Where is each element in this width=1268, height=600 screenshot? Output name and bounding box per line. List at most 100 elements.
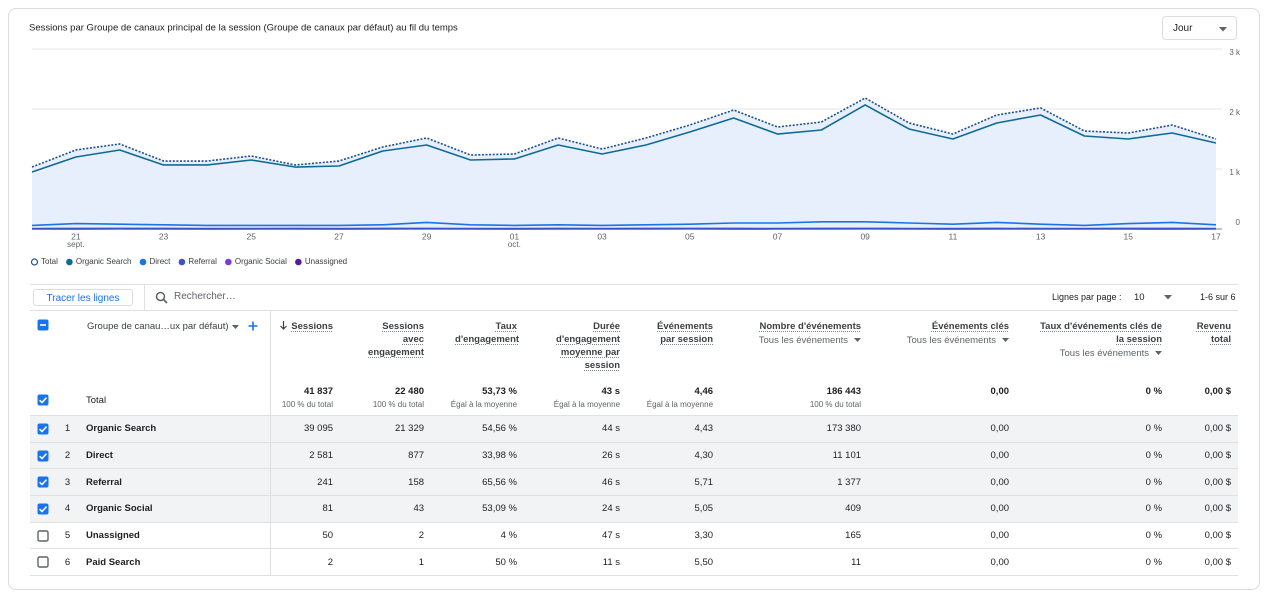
metric-cell: 241	[317, 476, 334, 488]
column-header-label-wrap: Événements clés	[868, 320, 1009, 333]
metric-cell: 5,05	[694, 503, 714, 515]
legend-item[interactable]: Unassigned	[295, 257, 347, 266]
table-row: 2 Direct 2 581 877 33,98 % 26 s 4,30 11 101 0,00…	[30, 442, 1239, 469]
column-filter[interactable]: Tous les événements	[720, 334, 862, 347]
column-header[interactable]: Événements clés Tous les événements	[868, 310, 1017, 386]
checkbox[interactable]	[36, 529, 49, 542]
metric-cell: 0 %	[1145, 530, 1163, 542]
metric-cell: 0,00 $	[1204, 556, 1232, 568]
checkbox[interactable]	[36, 556, 49, 568]
granularity-value: Jour	[1173, 23, 1193, 34]
rows-per-page-label: Lignes par page :	[1052, 292, 1122, 302]
column-header-label: Taux d'événements clés de la session	[1040, 321, 1163, 345]
checkbox[interactable]	[37, 423, 49, 435]
column-filter[interactable]: Tous les événements	[1016, 347, 1163, 360]
y-tick-label: 0	[1236, 218, 1241, 227]
column-header[interactable]: Taux d'événements clés de la session Tous…	[1016, 310, 1170, 386]
legend-marker	[30, 258, 39, 266]
metric-cell: 50	[322, 530, 334, 542]
legend-item[interactable]: Organic Social	[225, 257, 287, 266]
column-header-label-wrap: Événements par session	[627, 320, 713, 346]
column-header-label: Événements par session	[657, 321, 714, 345]
chart: Sessions par Groupe de canaux principal …	[29, 23, 1241, 267]
rows-per-page-select[interactable]: 10	[1134, 292, 1145, 303]
metric-cell: 173 380	[826, 423, 862, 435]
checkbox[interactable]	[37, 319, 49, 331]
total-cell: 0,00 $	[1169, 386, 1238, 416]
select-all-cell	[30, 310, 55, 386]
metric-cell: 0,00 $	[1204, 450, 1232, 462]
x-tick-label: 07	[773, 231, 783, 241]
caret	[854, 337, 862, 342]
metric-cell: 877	[408, 450, 425, 462]
metric-cell: 2	[418, 530, 425, 542]
metric-cell: 43	[413, 503, 425, 515]
dimension-header[interactable]: Groupe de canau…ux par défaut)	[55, 310, 271, 386]
checkbox[interactable]	[37, 503, 49, 515]
header-row: Groupe de canau…ux par défaut) Sessions Se…	[30, 310, 1239, 386]
total-value: 0,00 $	[1204, 385, 1232, 397]
column-filter[interactable]: Tous les événements	[868, 334, 1010, 347]
granularity-dropdown[interactable]: Jour	[1162, 16, 1237, 40]
plot-rows-button[interactable]: Tracer les lignes	[33, 289, 133, 306]
metric-cell: 0 %	[1145, 450, 1163, 462]
total-note: Égal à la moyenne	[646, 399, 714, 409]
column-header[interactable]: Sessions	[270, 310, 341, 386]
total-label: Total	[80, 385, 271, 416]
legend-item[interactable]: Direct	[139, 257, 171, 266]
legend-item[interactable]: Referral	[178, 257, 217, 266]
column-header[interactable]: Taux d'engagement	[431, 310, 525, 386]
legend-item[interactable]: Total	[30, 257, 59, 266]
column-header[interactable]: Nombre d'événements Tous les événements	[720, 310, 869, 386]
x-tick-sublabel: sept.	[67, 240, 84, 249]
metric-cell: 4,30	[694, 450, 714, 462]
rank-cell	[55, 386, 80, 416]
metric-cell: 0 %	[1145, 503, 1163, 515]
caret	[232, 325, 239, 329]
total-value: 186 443	[826, 385, 862, 397]
checkbox[interactable]	[37, 450, 49, 462]
caret	[1219, 27, 1227, 32]
legend-label: Total	[41, 257, 58, 266]
search-input[interactable]: Rechercher…	[174, 291, 236, 302]
total-cell: 41 837 100 % du total	[270, 386, 340, 416]
metric-cell: 11	[851, 556, 862, 568]
total-value: 0,00	[990, 385, 1010, 397]
column-header-label-wrap: Nombre d'événements	[720, 320, 862, 333]
y-tick-label: 3 k	[1229, 48, 1241, 57]
column-header[interactable]: Revenu total	[1169, 310, 1239, 386]
checkbox-cell	[30, 549, 55, 576]
metric-cell: 1	[418, 556, 425, 568]
total-value: 4,46	[694, 385, 714, 397]
column-header[interactable]: Sessions avec engagement	[340, 310, 432, 386]
checkbox-cell	[30, 522, 55, 549]
sort-icon	[280, 321, 288, 330]
metric-cell: 158	[408, 476, 425, 488]
checkbox[interactable]	[37, 394, 49, 406]
rank-cell: 6	[64, 556, 71, 568]
column-header[interactable]: Durée d'engagement moyenne par session	[524, 310, 628, 386]
dimension-cell: Organic Social	[80, 495, 271, 523]
x-tick-label: 09	[860, 231, 870, 241]
metric-cell: 11 s	[602, 556, 621, 568]
metric-cell: 2	[327, 556, 334, 568]
column-header[interactable]: Événements par session	[627, 310, 721, 386]
table-row: 1 Organic Search 39 095 21 329 54,56 % 44 s 4,…	[30, 415, 1239, 443]
x-tick-label: 15	[1124, 231, 1134, 241]
rank-cell: 3	[64, 476, 71, 488]
total-value: 22 480	[394, 385, 425, 397]
x-tick-sublabel: oct.	[508, 240, 521, 249]
total-note: Égal à la moyenne	[553, 399, 621, 409]
metric-cell: 50 %	[495, 556, 518, 568]
column-filter-label: Tous les événements	[1059, 348, 1150, 359]
add-dimension[interactable]	[248, 321, 258, 331]
chart-title: Sessions par Groupe de canaux principal …	[29, 23, 458, 34]
checkbox-cell	[30, 416, 55, 443]
checkbox[interactable]	[37, 476, 49, 488]
metric-cell: 53,09 %	[482, 503, 518, 515]
legend-item[interactable]: Organic Search	[66, 257, 132, 266]
legend-label: Organic Social	[235, 257, 287, 266]
metric-cell: 0,00	[990, 556, 1010, 568]
dimension-cell: Paid Search	[80, 548, 271, 576]
